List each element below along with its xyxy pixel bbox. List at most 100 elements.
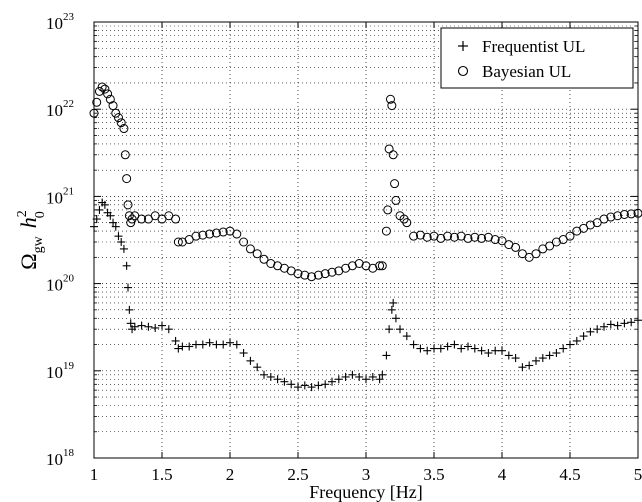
data-point-frequentist-ul <box>158 321 166 330</box>
x-tick-label: 2 <box>226 465 235 484</box>
data-point-bayesian-ul <box>105 94 115 104</box>
data-points <box>89 82 642 392</box>
data-point-frequentist-ul <box>294 383 302 392</box>
data-point-frequentist-ul <box>443 342 452 351</box>
data-point-frequentist-ul <box>566 340 574 349</box>
data-point-bayesian-ul <box>103 89 113 99</box>
data-point-frequentist-ul <box>627 318 636 327</box>
x-tick-label: 4 <box>498 465 507 484</box>
data-point-frequentist-ul <box>185 342 194 351</box>
data-point-frequentist-ul <box>130 322 139 331</box>
data-point-bayesian-ul <box>111 108 121 118</box>
data-point-bayesian-ul <box>443 231 453 241</box>
y-axis-h-sup: 2 <box>15 210 30 217</box>
data-point-frequentist-ul <box>253 363 262 372</box>
data-point-frequentist-ul <box>504 351 513 360</box>
data-point-frequentist-ul <box>368 372 377 381</box>
y-axis-omega: Ω <box>16 253 41 269</box>
ticks <box>93 22 639 459</box>
data-point-bayesian-ul <box>300 270 310 280</box>
data-point-bayesian-ul <box>127 214 137 224</box>
legend-label-bayesian: Bayesian UL <box>482 62 571 81</box>
x-axis-title: Frequency [Hz] <box>309 482 422 502</box>
data-point-bayesian-ul <box>259 254 269 264</box>
data-point-frequentist-ul <box>212 340 221 349</box>
data-point-frequentist-ul <box>219 340 228 349</box>
data-point-bayesian-ul <box>511 242 521 252</box>
grid <box>94 22 638 458</box>
data-point-bayesian-ul <box>293 269 303 279</box>
data-point-frequentist-ul <box>532 356 540 365</box>
data-point-bayesian-ul <box>545 241 555 251</box>
legend-marker-frequentist <box>458 41 468 51</box>
data-point-bayesian-ul <box>381 226 391 236</box>
data-point-frequentist-ul <box>375 375 384 384</box>
data-point-frequentist-ul <box>239 349 248 358</box>
data-point-bayesian-ul <box>436 233 446 243</box>
data-point-bayesian-ul <box>116 118 126 128</box>
data-point-frequentist-ul <box>525 361 534 370</box>
data-point-frequentist-ul <box>409 340 418 349</box>
data-point-frequentist-ul <box>387 305 396 314</box>
data-point-bayesian-ul <box>327 267 337 277</box>
data-point-bayesian-ul <box>211 228 221 238</box>
data-point-frequentist-ul <box>307 383 316 392</box>
data-point-bayesian-ul <box>402 218 412 228</box>
data-point-bayesian-ul <box>123 200 133 210</box>
data-point-bayesian-ul <box>94 86 104 96</box>
y-tick-label: 1019 <box>46 360 75 382</box>
legend: Frequentist UL Bayesian UL <box>440 27 634 89</box>
data-point-bayesian-ul <box>252 249 262 259</box>
y-tick-label: 1018 <box>46 447 75 469</box>
data-point-frequentist-ul <box>151 323 160 332</box>
data-point-bayesian-ul <box>613 211 623 221</box>
x-tick-label: 1 <box>90 465 99 484</box>
data-point-bayesian-ul <box>173 237 183 247</box>
data-point-bayesian-ul <box>171 214 181 224</box>
data-point-bayesian-ul <box>307 272 317 282</box>
data-point-frequentist-ul <box>355 372 364 381</box>
data-point-frequentist-ul <box>287 380 296 389</box>
data-point-bayesian-ul <box>97 82 107 92</box>
data-point-frequentist-ul <box>106 211 115 220</box>
data-point-frequentist-ul <box>174 344 183 353</box>
data-point-frequentist-ul <box>600 322 608 331</box>
data-point-frequentist-ul <box>593 325 602 334</box>
legend-label-frequentist: Frequentist UL <box>482 37 585 56</box>
data-point-frequentist-ul <box>484 349 493 358</box>
data-point-bayesian-ul <box>531 249 541 259</box>
data-point-frequentist-ul <box>300 381 309 390</box>
data-point-bayesian-ul <box>409 231 419 241</box>
data-point-frequentist-ul <box>122 261 131 270</box>
data-point-frequentist-ul <box>178 342 187 351</box>
data-point-frequentist-ul <box>280 377 289 386</box>
data-point-frequentist-ul <box>341 372 350 381</box>
data-point-bayesian-ul <box>191 231 201 241</box>
data-point-frequentist-ul <box>423 346 432 355</box>
data-point-bayesian-ul <box>266 259 276 269</box>
data-point-frequentist-ul <box>450 340 459 349</box>
data-point-bayesian-ul <box>422 232 432 242</box>
data-point-frequentist-ul <box>511 354 520 363</box>
data-point-frequentist-ul <box>416 344 425 353</box>
data-point-bayesian-ul <box>245 244 255 254</box>
data-point-bayesian-ul <box>490 235 500 245</box>
data-point-frequentist-ul <box>477 346 486 355</box>
data-point-frequentist-ul <box>457 344 466 353</box>
data-point-bayesian-ul <box>463 233 473 243</box>
data-point-bayesian-ul <box>205 229 215 239</box>
data-point-frequentist-ul <box>559 344 568 353</box>
data-point-frequentist-ul <box>126 319 135 328</box>
data-point-bayesian-ul <box>119 124 129 134</box>
legend-marker-bayesian <box>457 65 469 77</box>
y-axis-title: Ωgw h2 0 <box>15 210 48 269</box>
data-point-bayesian-ul <box>320 269 330 279</box>
data-point-frequentist-ul <box>491 346 500 355</box>
data-point-bayesian-ul <box>313 270 323 280</box>
x-tick-label: 4.5 <box>559 465 580 484</box>
data-point-bayesian-ul <box>477 233 487 243</box>
x-tick-label: 5 <box>634 465 642 484</box>
data-point-frequentist-ul <box>389 298 398 307</box>
data-point-bayesian-ul <box>377 261 387 271</box>
